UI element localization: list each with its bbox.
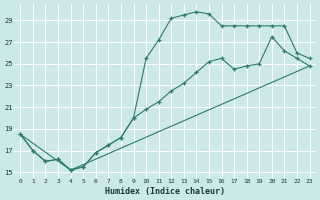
X-axis label: Humidex (Indice chaleur): Humidex (Indice chaleur)	[105, 187, 225, 196]
